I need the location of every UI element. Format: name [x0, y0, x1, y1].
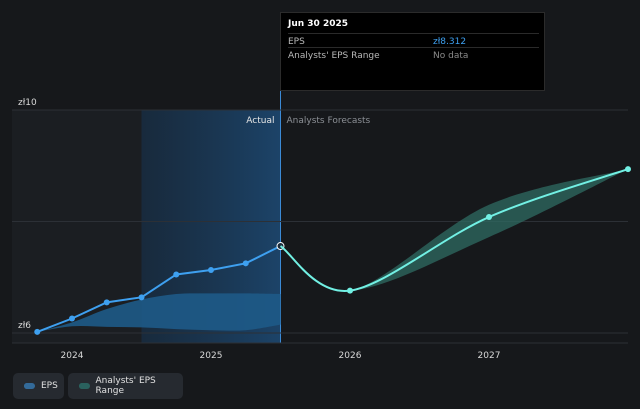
forecast-eps-line — [279, 168, 629, 292]
x-tick-label: 2024 — [61, 351, 84, 361]
actual-eps-point — [138, 294, 145, 301]
legend-range-label: Analysts' EPS Range — [95, 376, 156, 396]
actual-eps-point — [242, 260, 249, 267]
tooltip-eps-value: zł8.312 — [433, 37, 467, 47]
actual-eps-point — [173, 271, 180, 278]
y-tick-label: zł10 — [18, 98, 37, 108]
tooltip-range-value: No data — [433, 51, 469, 61]
forecast-range-band — [280, 169, 628, 292]
actual-eps-point — [208, 267, 214, 274]
legend-eps-range[interactable]: Analysts' EPS Range — [68, 373, 183, 399]
section-label-forecast: Analysts Forecasts — [287, 116, 371, 126]
y-tick-label: zł6 — [18, 321, 31, 331]
forecast-eps-point — [625, 166, 631, 173]
x-tick-label: 2025 — [200, 351, 223, 361]
actual-eps-point — [34, 328, 41, 335]
tooltip-range-label: Analysts' EPS Range — [288, 51, 380, 61]
tooltip-row-range: Analysts' EPS Range No data — [288, 47, 539, 62]
tooltip-row-eps: EPS zł8.312 — [288, 33, 539, 48]
x-tick-label: 2026 — [339, 351, 362, 361]
x-tick-label: 2027 — [478, 351, 501, 361]
actual-eps-point — [69, 315, 75, 322]
tooltip-date: Jun 30 2025 — [288, 19, 349, 29]
actual-eps-line — [36, 245, 281, 333]
tooltip-eps-label: EPS — [288, 37, 305, 47]
legend-eps[interactable]: EPS — [13, 373, 64, 399]
legend-eps-label: EPS — [41, 381, 58, 391]
forecast-eps-point — [347, 287, 353, 294]
legend-range-swatch-icon — [79, 383, 90, 389]
actual-eps-point — [103, 299, 110, 306]
section-label-actual: Actual — [246, 116, 274, 126]
chart-tooltip: Jun 30 2025 EPS zł8.312 Analysts' EPS Ra… — [280, 12, 545, 91]
forecast-eps-point — [486, 214, 492, 221]
past-range-band — [37, 293, 281, 332]
legend-eps-swatch-icon — [24, 383, 35, 389]
